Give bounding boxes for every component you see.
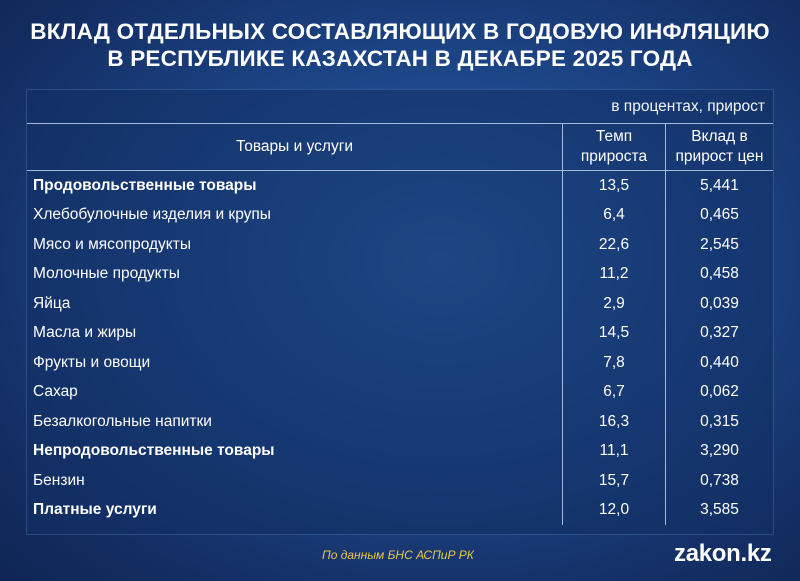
cell-goods-name: Яйца [33, 294, 71, 312]
table-row: Молочные продукты 11,2 0,458 [27, 259, 773, 289]
table-row: Сахар 6,7 0,062 [27, 377, 773, 407]
cell-goods-name: Масла и жиры [33, 324, 137, 342]
cell-goods-name: Мясо и мясопродукты [33, 235, 191, 253]
table-row: Бензин 15,7 0,738 [27, 466, 773, 496]
cell-contribution: 0,458 [665, 259, 773, 289]
cell-goods-name: Бензин [33, 471, 85, 489]
units-note: в процентах, прирост [611, 98, 765, 115]
cell-rate: 16,3 [562, 407, 666, 437]
cell-goods-name: Хлебобулочные изделия и крупы [33, 206, 271, 224]
cell-goods-name: Сахар [33, 383, 78, 401]
cell-goods-name: Непродовольственные товары [33, 442, 275, 460]
table-row: Мясо и мясопродукты 22,6 2,545 [27, 230, 773, 260]
cell-rate: 6,7 [562, 377, 666, 407]
table-row: Фрукты и овощи 7,8 0,440 [27, 348, 773, 378]
cell-contribution: 0,738 [665, 466, 773, 496]
cell-contribution: 0,039 [665, 289, 773, 319]
cell-rate: 15,7 [562, 466, 666, 496]
table-panel: в процентах, прирост Товары и услуги Тем… [26, 89, 774, 535]
cell-contribution: 5,441 [665, 170, 773, 201]
title-line-1: ВКЛАД ОТДЕЛЬНЫХ СОСТАВЛЯЮЩИХ В ГОДОВУЮ И… [30, 19, 770, 44]
header-rate-line-2: прироста [580, 148, 648, 165]
table-row: Продовольственные товары 13,5 5,441 [27, 170, 773, 201]
table-row: Яйца 2,9 0,039 [27, 289, 773, 319]
cell-contribution: 3,585 [665, 495, 773, 525]
cell-contribution: 0,465 [665, 200, 773, 230]
table-row: Масла и жиры 14,5 0,327 [27, 318, 773, 348]
cell-goods-name: Платные услуги [33, 501, 157, 519]
cell-contribution: 0,062 [665, 377, 773, 407]
header-goods: Товары и услуги [27, 123, 563, 171]
table-row: Хлебобулочные изделия и крупы 6,4 0,465 [27, 200, 773, 230]
cell-goods-name: Фрукты и овощи [33, 353, 151, 371]
cell-rate: 2,9 [562, 289, 666, 319]
header-contribution-line-2: прирост цен [675, 148, 764, 165]
cell-rate: 22,6 [562, 230, 666, 260]
cell-rate: 12,0 [562, 495, 666, 525]
cell-rate: 13,5 [562, 170, 666, 201]
header-rate: Темп прироста [562, 123, 666, 171]
header-contribution-line-1: Вклад в [691, 128, 748, 145]
table-row: Непродовольственные товары 11,1 3,290 [27, 436, 773, 466]
cell-contribution: 2,545 [665, 230, 773, 260]
header-rate-line-1: Темп [595, 128, 633, 145]
cell-goods-name: Безалкогольные напитки [33, 412, 212, 430]
title-line-2: В РЕСПУБЛИКЕ КАЗАХСТАН В ДЕКАБРЕ 2025 ГО… [107, 46, 693, 71]
cell-contribution: 0,327 [665, 318, 773, 348]
cell-contribution: 3,290 [665, 436, 773, 466]
cell-rate: 6,4 [562, 200, 666, 230]
page-title: ВКЛАД ОТДЕЛЬНЫХ СОСТАВЛЯЮЩИХ В ГОДОВУЮ И… [0, 18, 800, 72]
cell-rate: 14,5 [562, 318, 666, 348]
cell-rate: 11,2 [562, 259, 666, 289]
cell-contribution: 0,440 [665, 348, 773, 378]
table-header-row: Товары и услуги Темп прироста Вклад в пр… [27, 123, 773, 171]
cell-rate: 11,1 [562, 436, 666, 466]
source-note: По данным БНС АСПиР РК [322, 548, 474, 562]
table-row: Безалкогольные напитки 16,3 0,315 [27, 407, 773, 437]
inflation-table: Товары и услуги Темп прироста Вклад в пр… [27, 123, 773, 525]
cell-contribution: 0,315 [665, 407, 773, 437]
zakon-logo: zakon.kz [674, 540, 772, 567]
cell-rate: 7,8 [562, 348, 666, 378]
header-contribution: Вклад в прирост цен [665, 123, 773, 171]
table-row: Платные услуги 12,0 3,585 [27, 495, 773, 525]
cell-goods-name: Продовольственные товары [33, 176, 257, 194]
table-body: Продовольственные товары 13,5 5,441 Хлебобу… [27, 170, 773, 525]
cell-goods-name: Молочные продукты [33, 265, 180, 283]
